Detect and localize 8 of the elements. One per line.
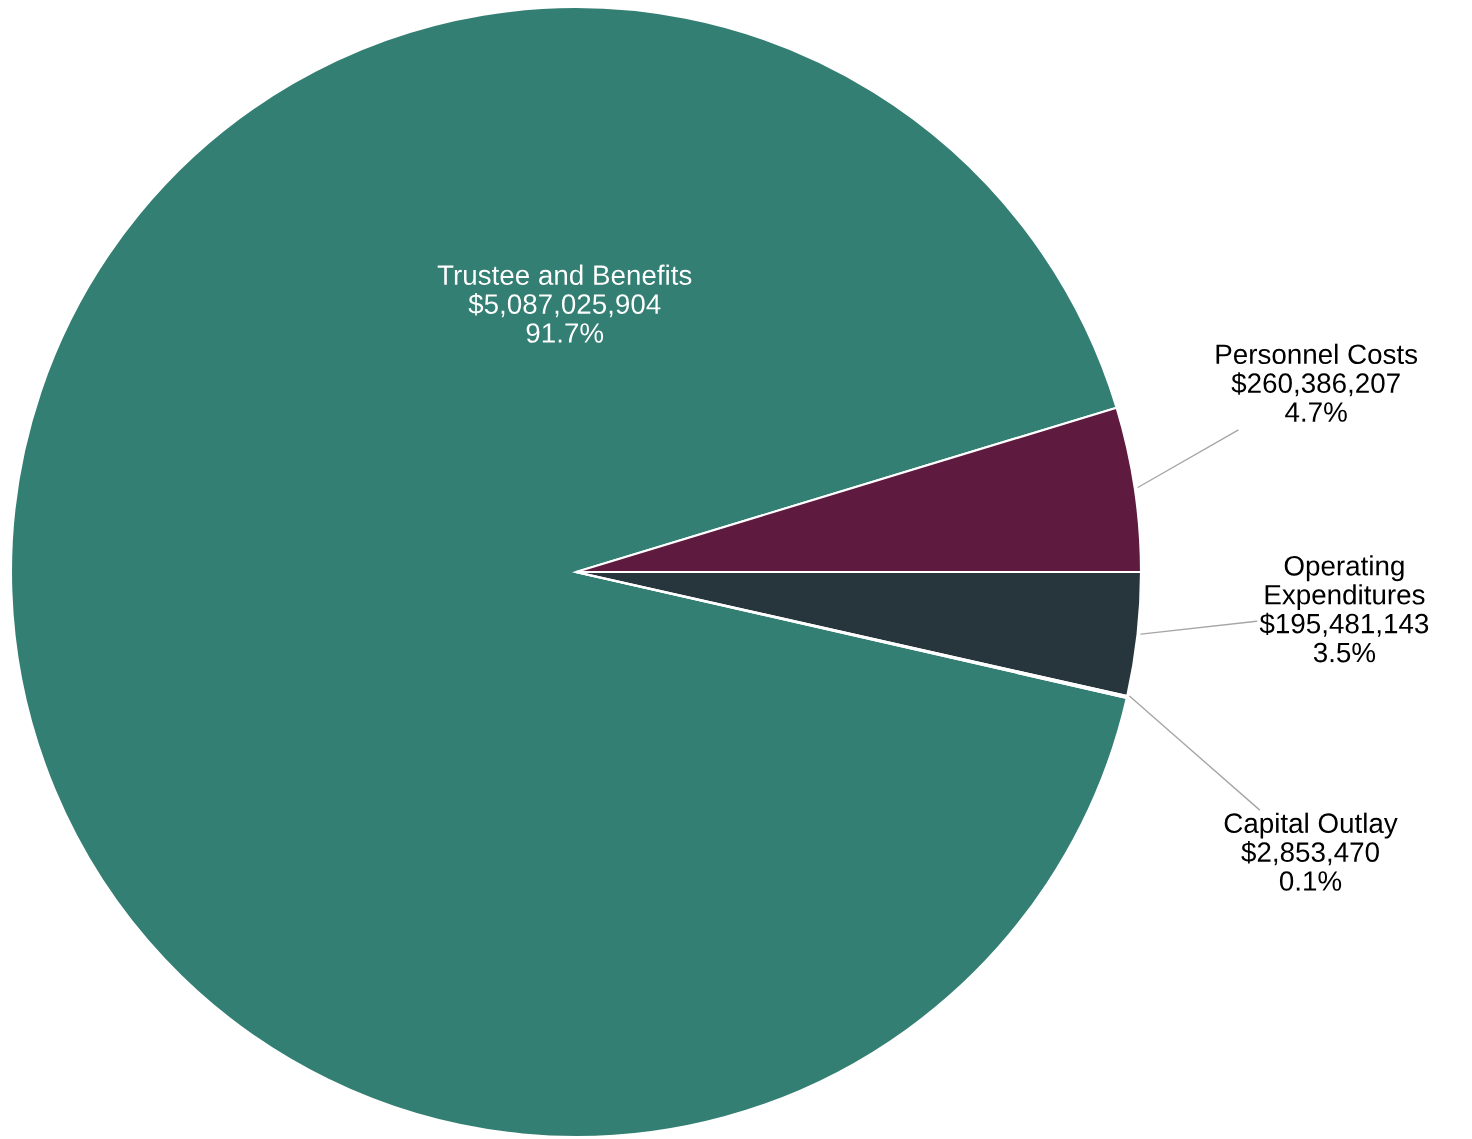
data-label: $195,481,143 3.5% xyxy=(1259,612,1429,663)
slice-label: Personnel Costs xyxy=(1216,343,1418,365)
slice-label: Trustee and Benefits xyxy=(437,264,692,285)
data-label: $260,386,207 4.7% xyxy=(1231,372,1400,422)
data-label: $2,853,470 0.1% xyxy=(1241,841,1379,891)
slice-label: Operating Expenditures xyxy=(1265,555,1425,611)
slice-label: Capital Outlay xyxy=(1224,812,1398,839)
data-label: $5,087,025,904 91.7% xyxy=(468,293,661,343)
